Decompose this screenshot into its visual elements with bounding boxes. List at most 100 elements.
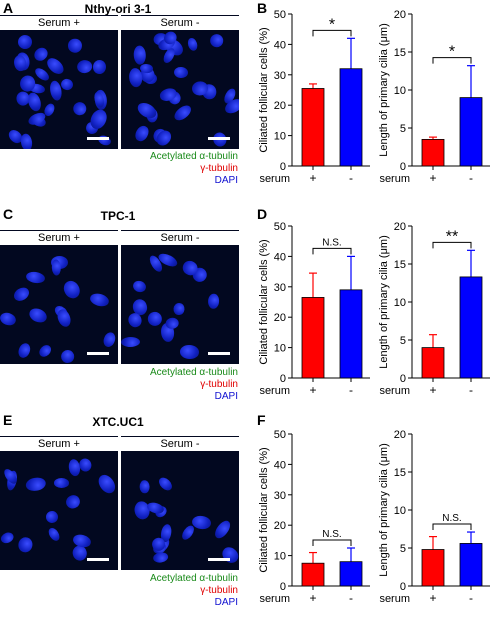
nucleus-blob xyxy=(101,330,117,349)
y-tick-label: 20 xyxy=(394,9,406,21)
y-tick-label: 10 xyxy=(274,551,286,563)
y-tick-label: 50 xyxy=(274,9,286,21)
y-tick-label: 30 xyxy=(274,282,286,294)
nucleus-blob xyxy=(42,101,57,117)
micrograph-xtc-serum-minus: Serum - xyxy=(121,436,239,570)
y-tick-label: 40 xyxy=(274,39,286,51)
scale-bar xyxy=(87,137,109,140)
y-tick-label: 0 xyxy=(280,581,286,593)
y-tick-label: 10 xyxy=(274,131,286,143)
bar-serum-plus xyxy=(421,347,445,379)
nucleus-blob xyxy=(61,278,83,301)
significance-label: * xyxy=(329,16,335,33)
bar-serum-plus xyxy=(301,297,325,379)
x-axis-label: serum xyxy=(379,385,410,397)
bar-serum-minus xyxy=(339,561,363,587)
scale-bar xyxy=(87,352,109,355)
y-tick-label: 15 xyxy=(394,259,406,271)
significance-bracket xyxy=(432,523,472,531)
nucleus-blob xyxy=(96,133,113,148)
panel-letter-a: A xyxy=(3,0,14,16)
nucleus-blob xyxy=(0,310,18,327)
x-axis-label: serum xyxy=(379,173,410,185)
nucleus-blob xyxy=(25,270,46,285)
nucleus-blob xyxy=(207,293,220,310)
nucleus-blob xyxy=(10,284,32,304)
nucleus-blob xyxy=(190,79,209,96)
nucleus-blob xyxy=(157,475,175,493)
bar-serum-plus xyxy=(301,562,325,587)
chart-f-ciliated-cells: Ciliated follicular cells (%) 0 10 20 30 40 50… xyxy=(258,429,370,605)
bar-serum-minus xyxy=(339,68,363,167)
stain-legend: Acetylated α-tubulin γ-tubulin DAPI xyxy=(150,573,238,609)
bar-serum-plus xyxy=(301,88,325,167)
legend-dapi: DAPI xyxy=(214,175,238,186)
nucleus-blob xyxy=(0,530,16,545)
bar-serum-plus xyxy=(421,138,445,167)
nucleus-blob xyxy=(68,38,83,54)
nucleus-blob xyxy=(24,476,47,493)
significance-label: N.S. xyxy=(442,513,461,524)
x-tick-label: + xyxy=(429,171,436,185)
micrograph-label: Serum + xyxy=(0,16,118,30)
x-tick-label: + xyxy=(429,383,436,397)
x-tick-label: + xyxy=(309,171,316,185)
nucleus-blob xyxy=(131,279,148,295)
micrograph-label: Serum - xyxy=(121,437,239,451)
significance-bracket xyxy=(432,241,472,249)
significance-bracket xyxy=(312,247,352,255)
nucleus-blob xyxy=(179,523,196,542)
y-tick-label: 20 xyxy=(274,100,286,112)
legend-gamma-tubulin: γ-tubulin xyxy=(200,379,238,390)
chart-d-ciliated-cells: Ciliated follicular cells (%) 0 10 20 30 40 50… xyxy=(258,221,370,397)
nucleus-blob xyxy=(179,344,200,359)
nucleus-blob xyxy=(146,310,163,328)
significance-label: N.S. xyxy=(322,237,341,248)
stain-legend: Acetylated α-tubulin γ-tubulin DAPI xyxy=(150,151,238,187)
y-tick-label: 30 xyxy=(274,490,286,502)
cell-line-title-nthy: Nthy-ori 3-1 xyxy=(84,2,152,16)
nucleus-blob xyxy=(171,102,194,124)
nucleus-blob xyxy=(165,317,180,330)
chart-d-cilia-length: Length of primary cilia (μm) 0 5 10 15 20 + - se… xyxy=(378,221,490,397)
y-tick-label: 20 xyxy=(274,312,286,324)
micrograph-nthy-serum-plus: Serum + xyxy=(0,15,118,149)
y-tick-label: 40 xyxy=(274,251,286,263)
x-tick-label: - xyxy=(469,383,473,397)
cell-line-title-tpc1: TPC-1 xyxy=(100,209,136,223)
nucleus-blob xyxy=(37,342,54,359)
bar-serum-minus xyxy=(339,289,363,379)
micrograph-tpc1-serum-plus: Serum + xyxy=(0,230,118,364)
y-tick-label: 30 xyxy=(274,70,286,82)
legend-gamma-tubulin: γ-tubulin xyxy=(200,163,238,174)
micrograph-nthy-serum-minus: Serum - xyxy=(121,15,239,149)
micrograph-label: Serum + xyxy=(0,231,118,245)
y-tick-label: 10 xyxy=(394,85,406,97)
nucleus-blob xyxy=(54,307,73,329)
y-tick-label: 50 xyxy=(274,221,286,233)
nucleus-blob xyxy=(58,347,78,364)
legend-acetylated-tubulin: Acetylated α-tubulin xyxy=(149,367,238,378)
bar-serum-minus xyxy=(459,276,483,379)
y-axis-label: Ciliated follicular cells (%) xyxy=(258,447,270,572)
nucleus-blob xyxy=(132,123,151,144)
chart-b-cilia-length: Length of primary cilia (μm) 0 5 10 15 20 + - se… xyxy=(378,9,490,185)
y-tick-label: 20 xyxy=(394,221,406,233)
nucleus-blob xyxy=(46,526,62,544)
panel-letter-e: E xyxy=(3,412,13,428)
legend-acetylated-tubulin: Acetylated α-tubulin xyxy=(149,151,238,162)
y-tick-label: 0 xyxy=(400,161,406,173)
x-axis-label: serum xyxy=(259,385,290,397)
scale-bar xyxy=(208,352,230,355)
y-axis-label: Ciliated follicular cells (%) xyxy=(258,27,270,152)
y-tick-label: 20 xyxy=(394,429,406,441)
y-axis-label: Length of primary cilia (μm) xyxy=(378,443,390,577)
y-tick-label: 0 xyxy=(400,373,406,385)
x-tick-label: + xyxy=(309,591,316,605)
nucleus-blob xyxy=(95,471,118,496)
micrograph-label: Serum - xyxy=(121,16,239,30)
y-tick-label: 0 xyxy=(280,161,286,173)
y-tick-label: 10 xyxy=(394,297,406,309)
bar-serum-plus xyxy=(421,549,445,587)
panel-letter-c: C xyxy=(3,206,14,222)
